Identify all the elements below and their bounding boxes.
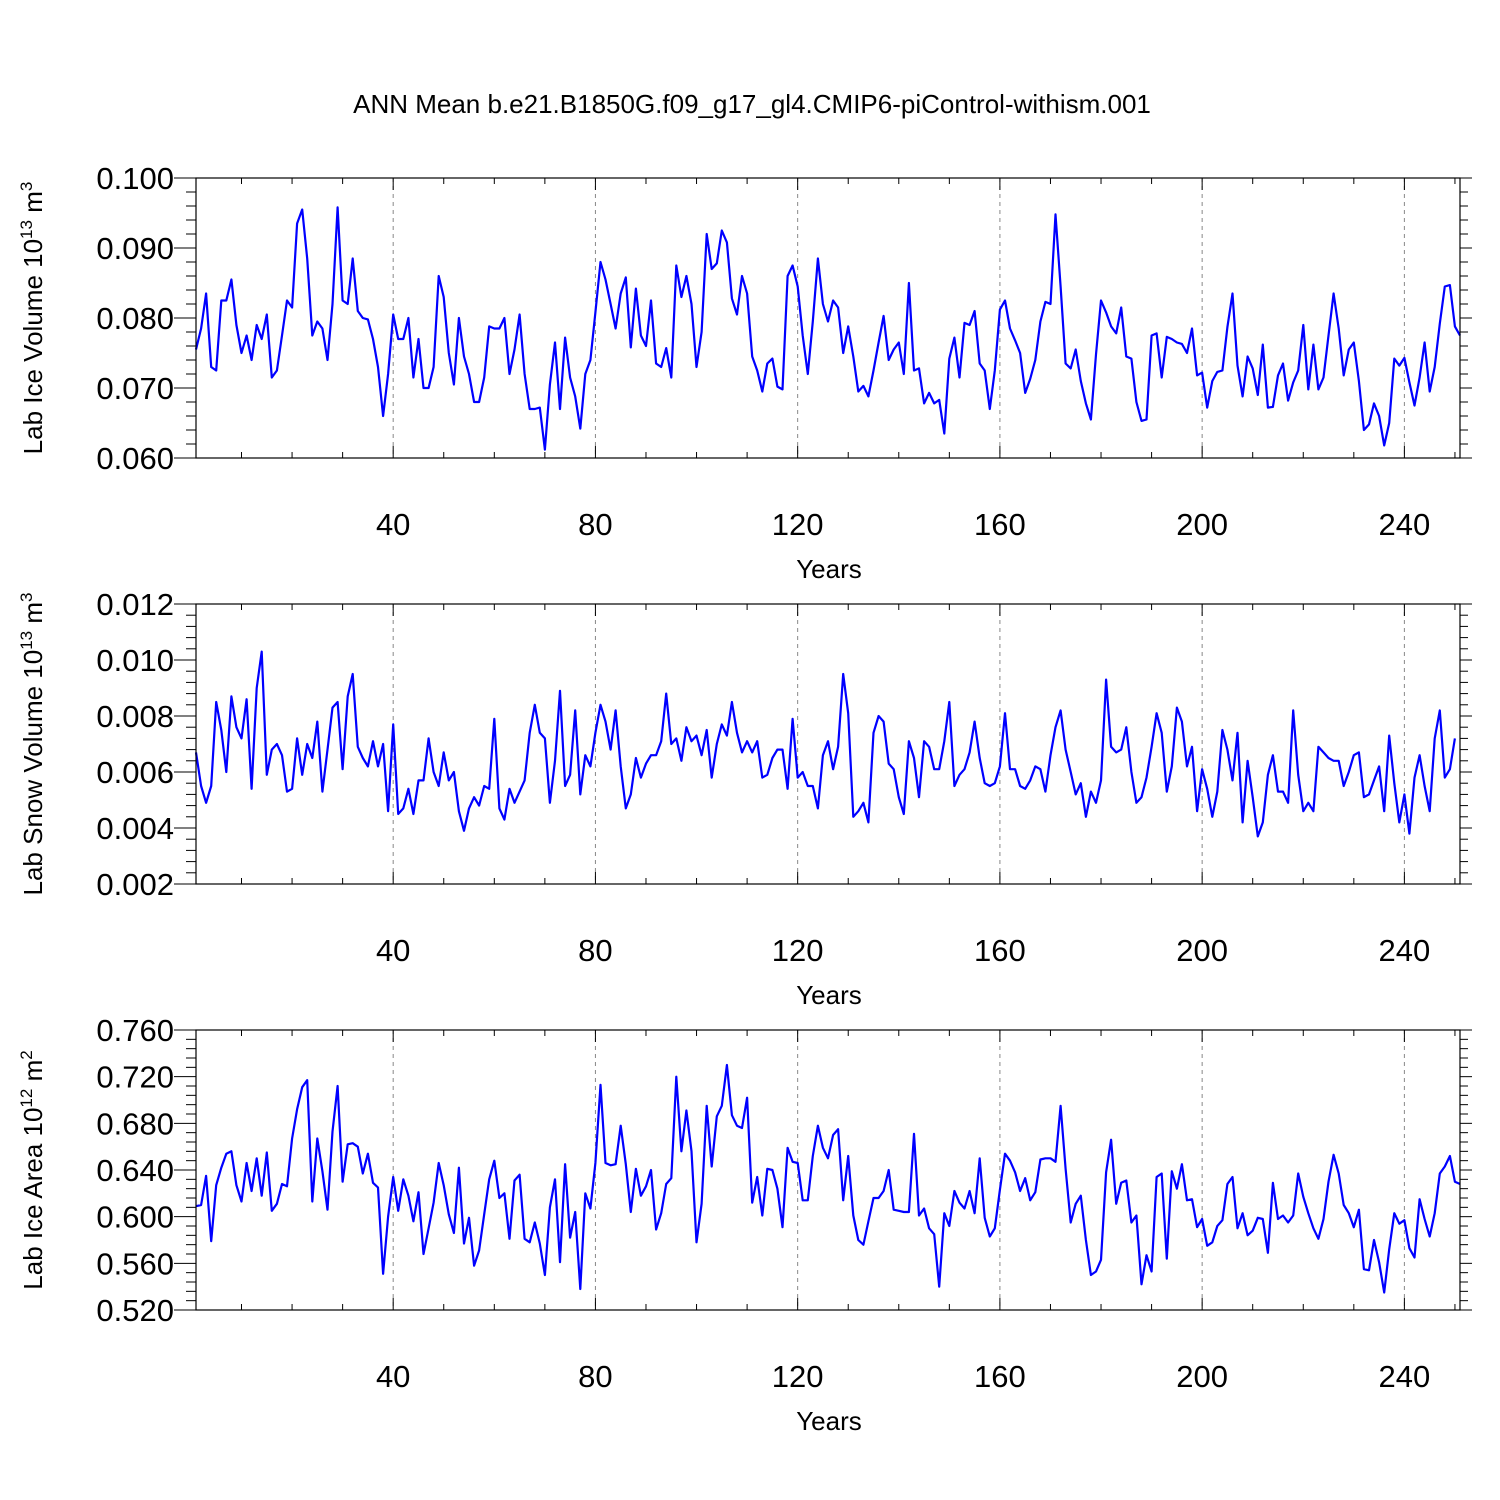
x-tick-label: 200 [1176,507,1228,542]
y-tick-label: 0.008 [96,699,174,734]
y-axis-label-part: m [18,1060,48,1089]
y-axis-label-part: Lab Ice Area 10 [18,1108,48,1290]
y-axis-label-superscript: 13 [17,220,36,239]
y-tick-label: 0.004 [96,811,174,846]
series-line-1 [195,1063,1461,1294]
plot-frame [195,1029,1461,1311]
y-axis-label-part: m [18,191,48,220]
x-axis-label: Years [796,980,862,1010]
y-tick-label: 0.002 [96,867,174,902]
y-tick-label: 0.640 [96,1153,174,1188]
chart-panel-1: 0.060 0.070 0.080 0.090 0.100 40 80 120 160 200 24… [17,161,1472,584]
y-axis-label-superscript: 3 [17,182,36,191]
y-tick-label: 0.006 [96,755,174,790]
x-tick-label: 120 [772,1359,824,1394]
x-tick-label: 240 [1379,933,1431,968]
chart-panel-2: 0.002 0.004 0.006 0.008 0.010 0.012 40 80 120 160… [17,587,1472,1010]
series-line-1 [194,206,1461,451]
x-tick-label: 200 [1176,1359,1228,1394]
y-axis-label: Lab Snow Volume 1013 m3 [17,592,48,895]
y-tick-label: 0.090 [96,231,174,266]
x-tick-label: 160 [974,1359,1026,1394]
y-tick-label: 0.060 [96,441,174,476]
y-tick-label: 0.720 [96,1060,174,1095]
plot-frame [195,603,1461,885]
y-tick-label: 0.070 [96,371,174,406]
y-axis-label-superscript: 2 [17,1050,36,1059]
x-tick-label: 160 [974,933,1026,968]
chart-panel-3: 0.520 0.560 0.600 0.640 0.680 0.720 0.760 40 80 1… [17,1013,1472,1436]
x-tick-label: 200 [1176,933,1228,968]
y-tick-label: 0.010 [96,643,174,678]
y-axis-label-part: Lab Ice Volume 10 [18,239,48,454]
y-tick-label: 0.760 [96,1013,174,1048]
y-axis-label-superscript: 12 [17,1089,36,1108]
y-tick-label: 0.680 [96,1106,174,1141]
x-tick-label: 80 [578,933,612,968]
y-axis-label-superscript: 3 [17,592,36,601]
x-tick-label: 120 [772,933,824,968]
x-tick-label: 160 [974,507,1026,542]
y-axis-label: Lab Ice Volume 1013 m3 [17,182,48,455]
series-line-1 [194,650,1456,838]
x-axis-label: Years [796,554,862,584]
y-axis-label-part: m [18,602,48,631]
y-tick-label: 0.080 [96,301,174,336]
y-axis-label: Lab Ice Area 1012 m2 [17,1050,48,1289]
x-tick-label: 80 [578,507,612,542]
figure-title: ANN Mean b.e21.B1850G.f09_g17_gl4.CMIP6-… [353,89,1151,119]
y-axis-label-superscript: 13 [17,631,36,650]
y-axis-label-part: Lab Snow Volume 10 [18,650,48,896]
x-tick-label: 40 [376,933,410,968]
x-tick-label: 240 [1379,1359,1431,1394]
x-tick-label: 40 [376,507,410,542]
x-tick-label: 80 [578,1359,612,1394]
x-tick-label: 120 [772,507,824,542]
y-tick-label: 0.520 [96,1293,174,1328]
y-tick-label: 0.012 [96,587,174,622]
plot-frame [195,177,1461,459]
x-tick-label: 40 [376,1359,410,1394]
y-tick-label: 0.600 [96,1200,174,1235]
x-axis-label: Years [796,1406,862,1436]
x-tick-label: 240 [1379,507,1431,542]
y-tick-label: 0.100 [96,161,174,196]
y-tick-label: 0.560 [96,1246,174,1281]
